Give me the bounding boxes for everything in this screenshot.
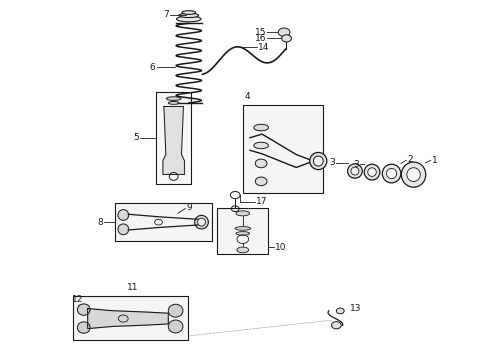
Ellipse shape <box>168 102 179 104</box>
Ellipse shape <box>179 13 198 18</box>
Text: 16: 16 <box>254 34 266 43</box>
Ellipse shape <box>77 322 90 333</box>
Ellipse shape <box>351 167 359 175</box>
Ellipse shape <box>237 247 248 253</box>
Text: 8: 8 <box>97 218 103 227</box>
Text: 13: 13 <box>350 303 362 312</box>
Polygon shape <box>88 309 168 329</box>
Ellipse shape <box>382 164 401 183</box>
Bar <box>115 203 212 241</box>
Bar <box>73 296 188 339</box>
Circle shape <box>278 28 290 37</box>
Ellipse shape <box>314 156 323 166</box>
Text: 12: 12 <box>72 294 84 303</box>
Ellipse shape <box>368 168 376 176</box>
Ellipse shape <box>364 164 380 180</box>
Ellipse shape <box>236 231 249 235</box>
Circle shape <box>282 35 292 42</box>
Text: 2: 2 <box>407 156 413 165</box>
Text: 3: 3 <box>353 160 359 169</box>
Ellipse shape <box>401 162 426 187</box>
Ellipse shape <box>168 320 183 333</box>
Ellipse shape <box>254 142 269 149</box>
Text: 10: 10 <box>275 243 287 252</box>
Polygon shape <box>163 107 184 175</box>
Circle shape <box>336 308 344 314</box>
Bar <box>156 92 191 184</box>
Ellipse shape <box>118 210 129 220</box>
Circle shape <box>331 321 341 329</box>
Text: 9: 9 <box>186 203 192 212</box>
Circle shape <box>255 177 267 186</box>
Ellipse shape <box>235 226 250 230</box>
Bar <box>217 208 269 254</box>
Text: 7: 7 <box>164 10 169 19</box>
Text: 15: 15 <box>254 28 266 37</box>
Text: 11: 11 <box>127 283 139 292</box>
Ellipse shape <box>347 164 362 178</box>
Ellipse shape <box>77 304 90 315</box>
Ellipse shape <box>387 168 397 179</box>
Ellipse shape <box>310 152 327 170</box>
Text: 17: 17 <box>256 197 267 206</box>
Ellipse shape <box>254 124 269 131</box>
Bar <box>243 105 323 193</box>
Text: 3: 3 <box>330 158 335 167</box>
Ellipse shape <box>407 168 420 181</box>
Text: 1: 1 <box>432 156 438 165</box>
Ellipse shape <box>236 211 249 216</box>
Ellipse shape <box>118 224 129 235</box>
Ellipse shape <box>195 215 208 229</box>
Text: 14: 14 <box>258 42 270 51</box>
Text: 4: 4 <box>245 92 250 101</box>
Ellipse shape <box>197 218 205 226</box>
Ellipse shape <box>168 304 183 317</box>
Ellipse shape <box>166 97 181 100</box>
Ellipse shape <box>182 11 196 14</box>
Text: 5: 5 <box>133 133 139 142</box>
Circle shape <box>255 159 267 168</box>
Text: 6: 6 <box>150 63 156 72</box>
Ellipse shape <box>176 16 201 22</box>
